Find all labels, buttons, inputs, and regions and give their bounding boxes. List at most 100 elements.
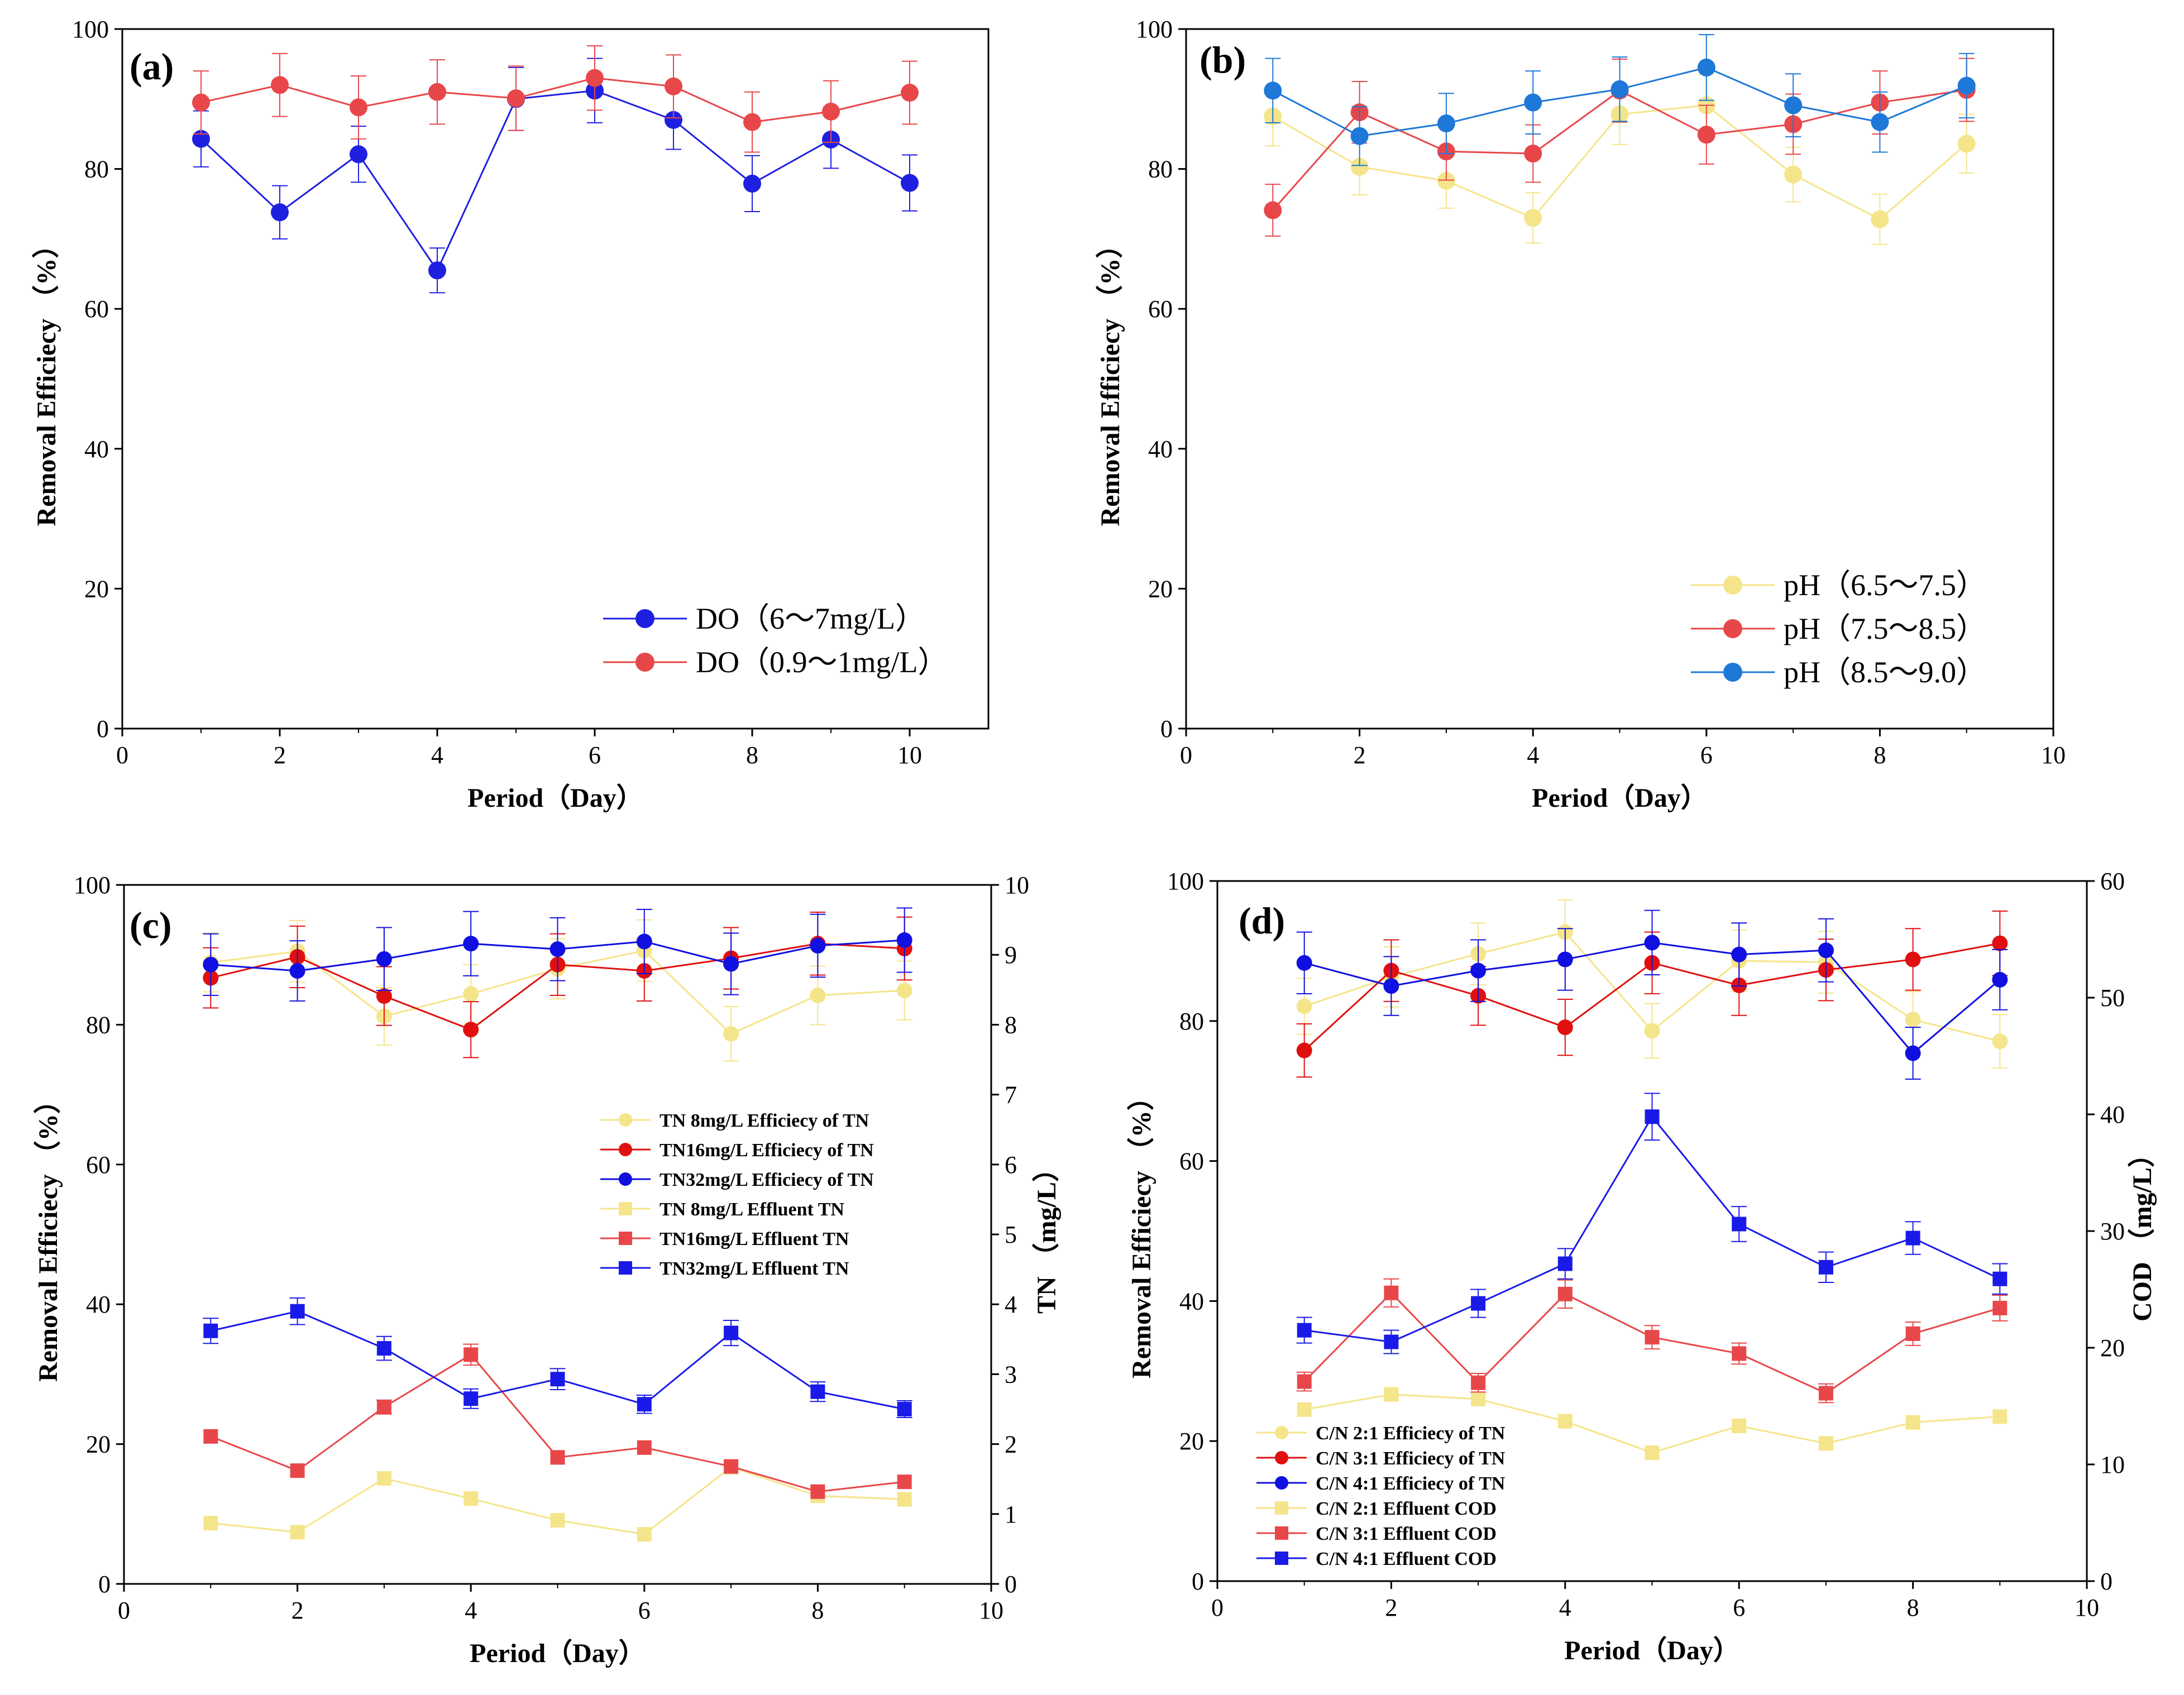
x-tick-label: 8: [1907, 1594, 1919, 1621]
legend-label: pH（6.5～7.5）: [1784, 568, 1986, 602]
legend-marker: [1723, 576, 1742, 595]
legend-label: C/N 4:1 Efficiecy of TN: [1316, 1473, 1506, 1494]
y-right-axis-label: COD （mg/L）: [2128, 1141, 2157, 1321]
x-axis-label: Period（Day）: [1564, 1636, 1740, 1665]
data-point: [1992, 1033, 2008, 1050]
data-point: [1732, 1419, 1747, 1434]
data-point: [1905, 1326, 1920, 1341]
series-line: [200, 89, 910, 272]
legend-label: TN32mg/L Efficiecy of TN: [659, 1170, 874, 1190]
data-point: [810, 937, 826, 954]
legend-marker: [1275, 1426, 1288, 1439]
series-5: [203, 1297, 912, 1419]
data-point: [1557, 1414, 1573, 1429]
y-right-tick-label: 8: [1005, 1011, 1017, 1038]
data-point: [463, 1391, 479, 1406]
x-tick-label: 2: [291, 1597, 304, 1624]
data-point: [1697, 58, 1715, 76]
data-point: [549, 941, 566, 957]
data-point: [463, 986, 479, 1002]
y-right-tick-label: 4: [1005, 1291, 1017, 1318]
y-right-tick-label: 60: [2100, 868, 2125, 895]
y-tick-label: 60: [86, 1151, 111, 1179]
data-point: [1731, 946, 1747, 963]
data-point: [723, 956, 739, 972]
legend-marker: [1275, 1451, 1288, 1464]
y-tick-label: 100: [1167, 868, 1204, 895]
y-right-tick-label: 30: [2100, 1218, 2125, 1245]
y-tick-label: 80: [1179, 1008, 1204, 1035]
y-right-tick-label: 20: [2100, 1334, 2125, 1362]
legend-label: pH（8.5～9.0）: [1784, 655, 1986, 689]
data-point: [428, 261, 446, 280]
data-point: [1524, 209, 1542, 227]
y-right-tick-label: 50: [2100, 984, 2125, 1012]
data-point: [822, 102, 840, 121]
x-tick-label: 6: [1733, 1594, 1745, 1621]
data-point: [743, 174, 761, 193]
x-tick-label: 0: [1211, 1594, 1224, 1621]
legend-label: TN32mg/L Effluent TN: [659, 1258, 849, 1279]
x-axis-label: Period（Day）: [1532, 783, 1708, 813]
data-point: [1818, 1386, 1833, 1401]
x-tick-label: 6: [589, 741, 601, 769]
data-point: [550, 1372, 565, 1387]
y-tick-label: 80: [84, 156, 109, 183]
data-point: [1296, 955, 1312, 971]
legend-label: pH（7.5～8.5）: [1784, 612, 1986, 645]
y-axis-label: Removal Efficiecy （%）: [1127, 1084, 1156, 1378]
x-tick-label: 6: [1700, 741, 1713, 769]
y-right-tick-label: 10: [1005, 872, 1029, 899]
data-point: [1471, 1391, 1486, 1406]
y-tick-label: 100: [72, 16, 109, 43]
data-point: [637, 1440, 652, 1455]
series-2: [1296, 909, 2008, 1080]
series-5: [1296, 1093, 2008, 1354]
y-tick-label: 40: [1148, 435, 1173, 463]
y-tick-label: 80: [1148, 156, 1173, 183]
y-right-tick-label: 40: [2100, 1101, 2125, 1128]
data-point: [376, 1341, 391, 1356]
y-tick-label: 20: [84, 575, 109, 602]
data-point: [1645, 1330, 1660, 1345]
data-point: [1992, 1271, 2008, 1286]
x-tick-label: 10: [897, 741, 922, 769]
y-right-tick-label: 0: [1005, 1570, 1017, 1598]
data-point: [463, 1491, 479, 1506]
y-tick-label: 20: [1179, 1428, 1204, 1455]
legend-label: C/N 2:1 Efficiecy of TN: [1316, 1423, 1506, 1444]
data-point: [1697, 126, 1715, 144]
data-point: [1992, 935, 2008, 951]
y-tick-label: 20: [1148, 575, 1173, 602]
y-axis-label: Removal Efficiecy （%）: [32, 232, 61, 526]
legend-label: C/N 3:1 Effluent COD: [1316, 1524, 1497, 1544]
legend-marker: [619, 1143, 632, 1156]
x-axis-label: Period（Day）: [467, 783, 643, 813]
panel-letter: (d): [1239, 899, 1285, 942]
data-point: [1524, 93, 1542, 112]
data-point: [1297, 1402, 1312, 1417]
data-point: [1557, 1019, 1573, 1036]
y-right-tick-label: 2: [1005, 1431, 1017, 1458]
y-axis-label: Removal Efficiecy （%）: [1096, 232, 1125, 526]
panel-letter: (a): [130, 45, 174, 88]
data-point: [203, 1516, 218, 1531]
legend-marker: [635, 609, 654, 628]
x-tick-label: 0: [116, 741, 128, 769]
legend-label: DO（0.9～1mg/L）: [696, 645, 948, 679]
data-point: [637, 1397, 652, 1412]
data-point: [743, 113, 761, 131]
data-point: [1957, 76, 1976, 95]
panel-letter: (b): [1199, 39, 1246, 81]
data-point: [192, 93, 210, 112]
legend-marker: [619, 1261, 632, 1275]
series-2: [203, 907, 912, 1002]
data-point: [586, 69, 604, 87]
data-point: [1732, 1346, 1747, 1361]
x-tick-label: 4: [1527, 741, 1539, 769]
data-point: [1784, 165, 1803, 184]
x-tick-label: 8: [811, 1597, 824, 1624]
legend-marker: [635, 653, 654, 672]
